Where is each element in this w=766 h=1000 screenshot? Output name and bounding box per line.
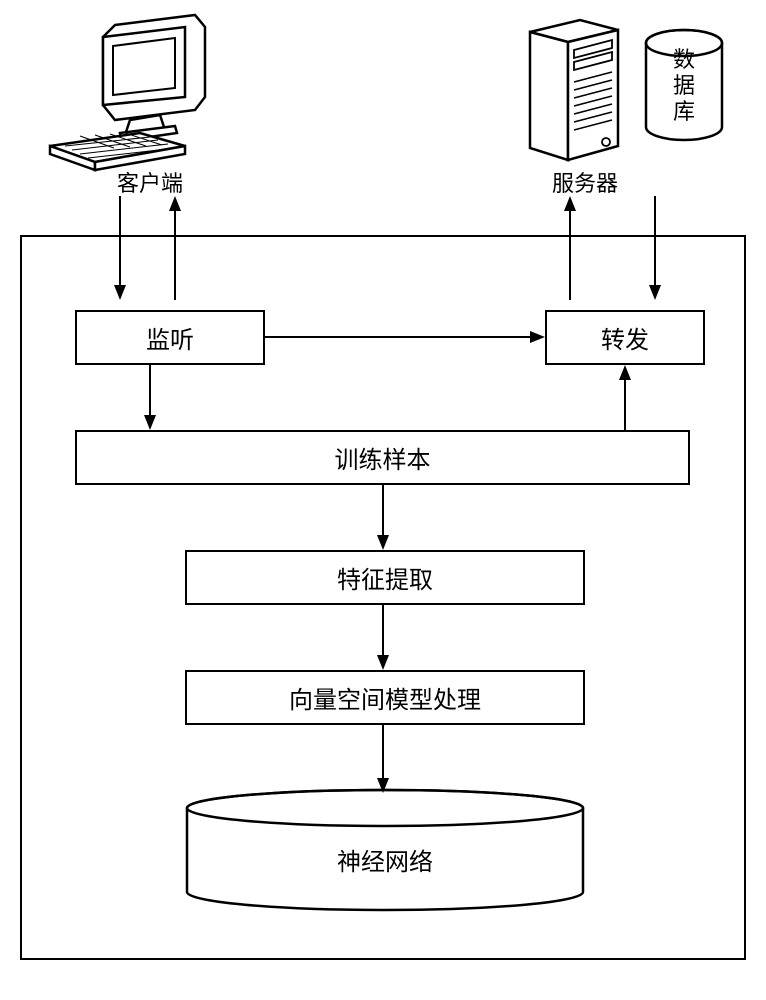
arrows-layer	[0, 0, 766, 1000]
diagram-canvas: 客户端 服务器	[0, 0, 766, 1000]
